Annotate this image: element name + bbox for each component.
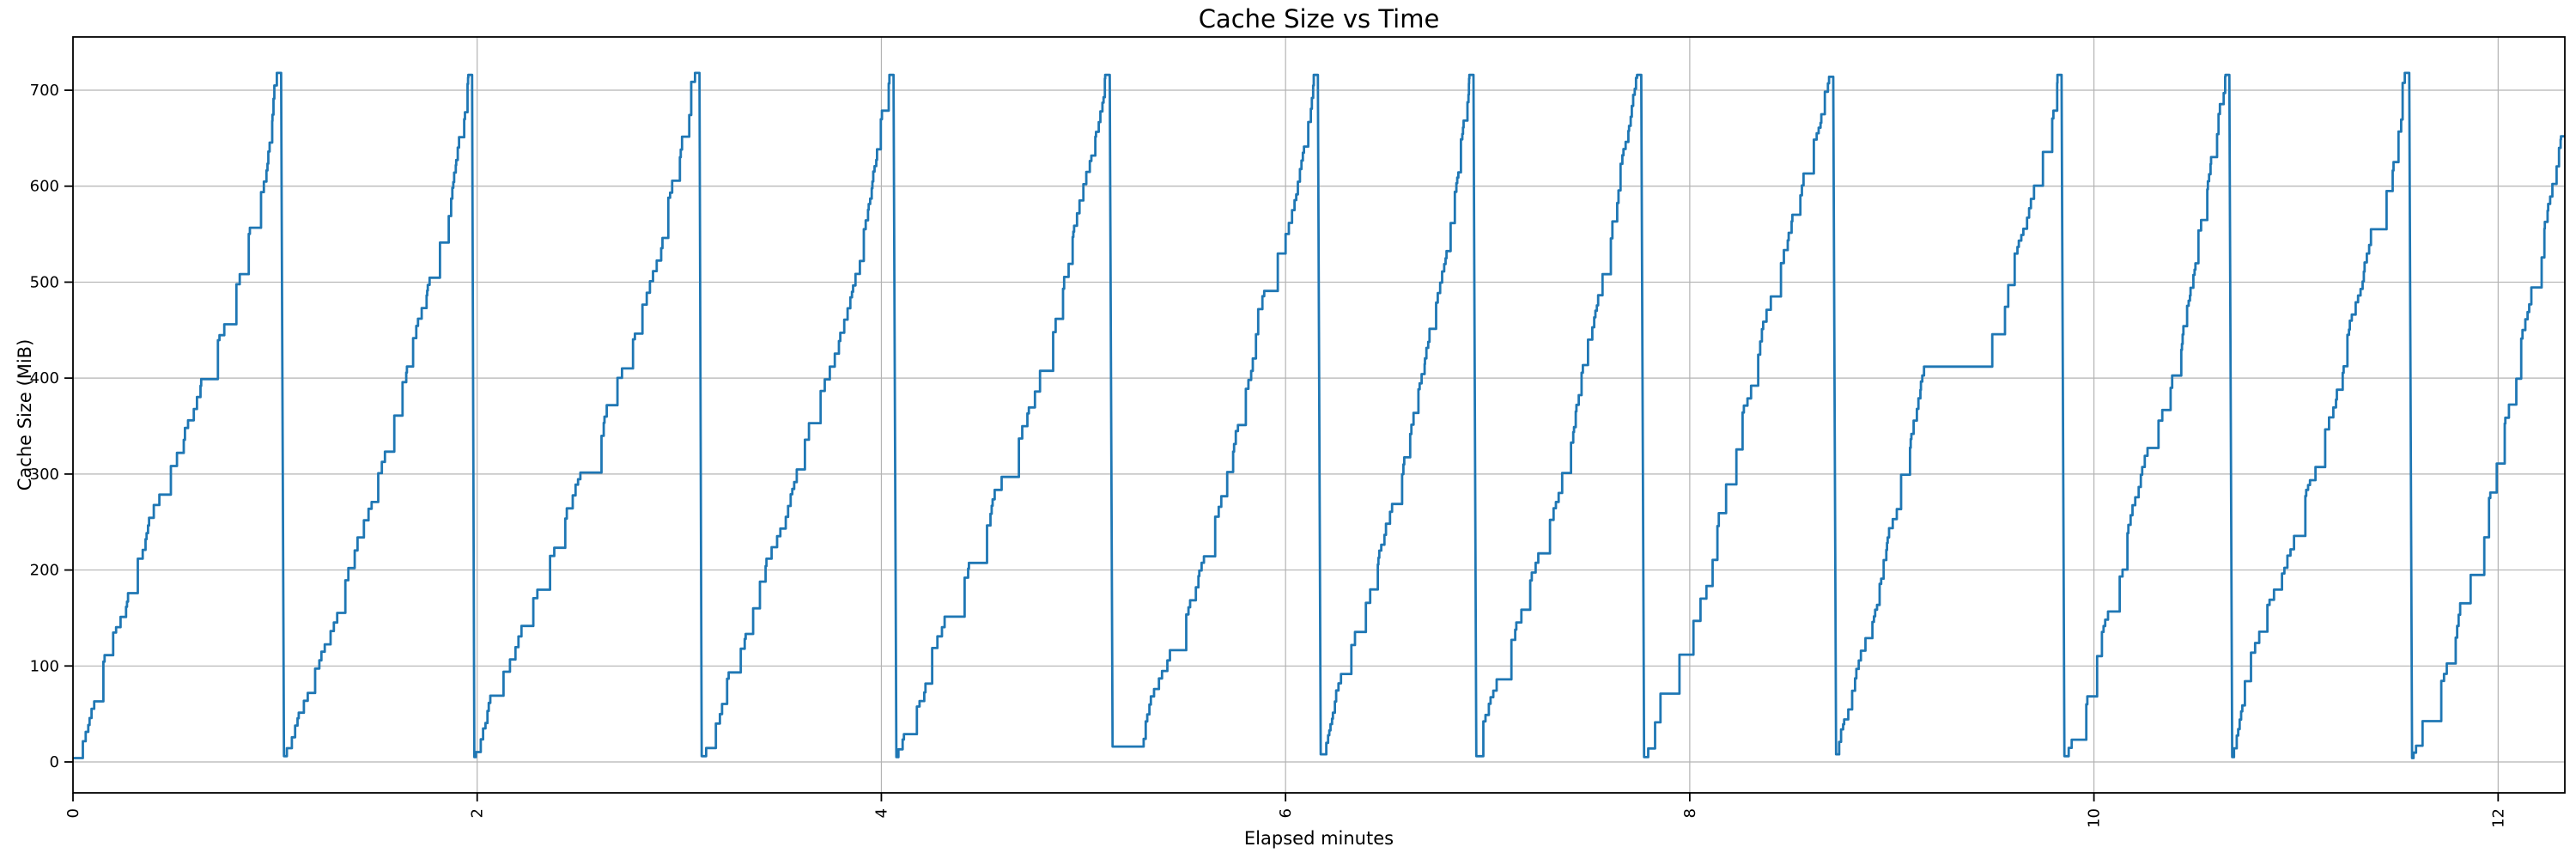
x-tick-label: 4 [872, 808, 890, 818]
y-tick-label: 400 [30, 369, 59, 387]
x-tick-label: 12 [2489, 808, 2507, 828]
axes-spines [72, 36, 2566, 794]
x-tick-label: 0 [64, 808, 82, 818]
data-layer [73, 71, 2565, 759]
y-tick-label: 700 [30, 82, 59, 100]
y-axis-label: Cache Size (MiB) [15, 339, 35, 491]
cache-size-line [73, 71, 2565, 759]
y-tick-label: 100 [30, 657, 59, 675]
y-tick-label: 200 [30, 562, 59, 580]
y-tick-label: 600 [30, 178, 59, 196]
x-tick-label: 10 [2086, 808, 2104, 828]
y-tick-label: 0 [50, 753, 59, 771]
tick-layer: 0 2 4 6 8 10 12 0 100 200 300 400 500 600 700 [30, 82, 2508, 828]
x-axis-label: Elapsed minutes [1244, 828, 1394, 849]
x-tick-label: 2 [469, 808, 487, 818]
x-tick-label: 8 [1681, 808, 1699, 818]
y-tick-label: 500 [30, 273, 59, 291]
chart-title: Cache Size vs Time [1199, 4, 1440, 34]
y-tick-label: 300 [30, 466, 59, 484]
x-tick-label: 6 [1277, 808, 1295, 818]
